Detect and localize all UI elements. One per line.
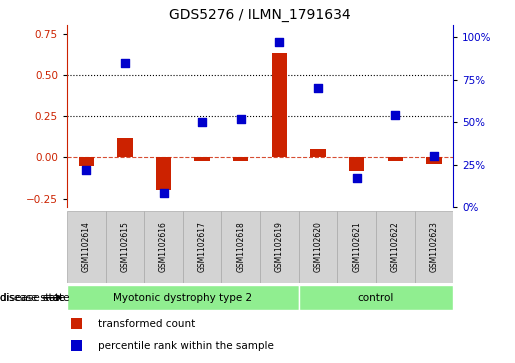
Bar xyxy=(117,138,133,158)
Bar xyxy=(221,211,260,283)
Bar xyxy=(144,211,183,283)
Point xyxy=(198,119,206,125)
Bar xyxy=(260,211,299,283)
Bar xyxy=(299,211,337,283)
Bar xyxy=(71,340,82,351)
Text: disease state: disease state xyxy=(0,293,65,303)
Text: GSM1102619: GSM1102619 xyxy=(275,221,284,272)
Bar xyxy=(194,158,210,161)
Title: GDS5276 / ILMN_1791634: GDS5276 / ILMN_1791634 xyxy=(169,8,351,22)
Point xyxy=(236,116,245,122)
Bar xyxy=(106,211,144,283)
Bar xyxy=(376,211,415,283)
Point xyxy=(314,85,322,91)
Text: disease state: disease state xyxy=(0,293,70,303)
Text: transformed count: transformed count xyxy=(98,319,195,329)
Text: control: control xyxy=(358,293,394,303)
Text: GSM1102614: GSM1102614 xyxy=(82,221,91,272)
Text: Myotonic dystrophy type 2: Myotonic dystrophy type 2 xyxy=(113,293,252,303)
Bar xyxy=(426,158,442,164)
Bar xyxy=(272,53,287,158)
Text: GSM1102620: GSM1102620 xyxy=(314,221,322,272)
Bar xyxy=(67,211,106,283)
Point xyxy=(430,153,438,159)
Bar xyxy=(78,158,94,166)
Point xyxy=(391,113,400,118)
Text: percentile rank within the sample: percentile rank within the sample xyxy=(98,341,274,351)
Text: GSM1102618: GSM1102618 xyxy=(236,221,245,272)
Point xyxy=(82,167,91,172)
Text: GSM1102615: GSM1102615 xyxy=(121,221,129,272)
Bar xyxy=(67,285,299,310)
Point xyxy=(352,175,360,181)
Text: GSM1102621: GSM1102621 xyxy=(352,221,361,272)
Text: GSM1102623: GSM1102623 xyxy=(430,221,438,272)
Bar xyxy=(233,158,249,161)
Bar xyxy=(156,158,171,191)
Bar xyxy=(183,211,221,283)
Bar xyxy=(337,211,376,283)
Bar xyxy=(415,211,453,283)
Bar xyxy=(310,149,325,158)
Bar xyxy=(387,158,403,161)
Point xyxy=(159,191,167,196)
Text: GSM1102617: GSM1102617 xyxy=(198,221,207,272)
Bar xyxy=(71,318,82,329)
Text: GSM1102622: GSM1102622 xyxy=(391,221,400,272)
Bar xyxy=(299,285,453,310)
Point xyxy=(275,40,283,45)
Text: GSM1102616: GSM1102616 xyxy=(159,221,168,272)
Bar xyxy=(349,158,364,171)
Point xyxy=(121,60,129,66)
